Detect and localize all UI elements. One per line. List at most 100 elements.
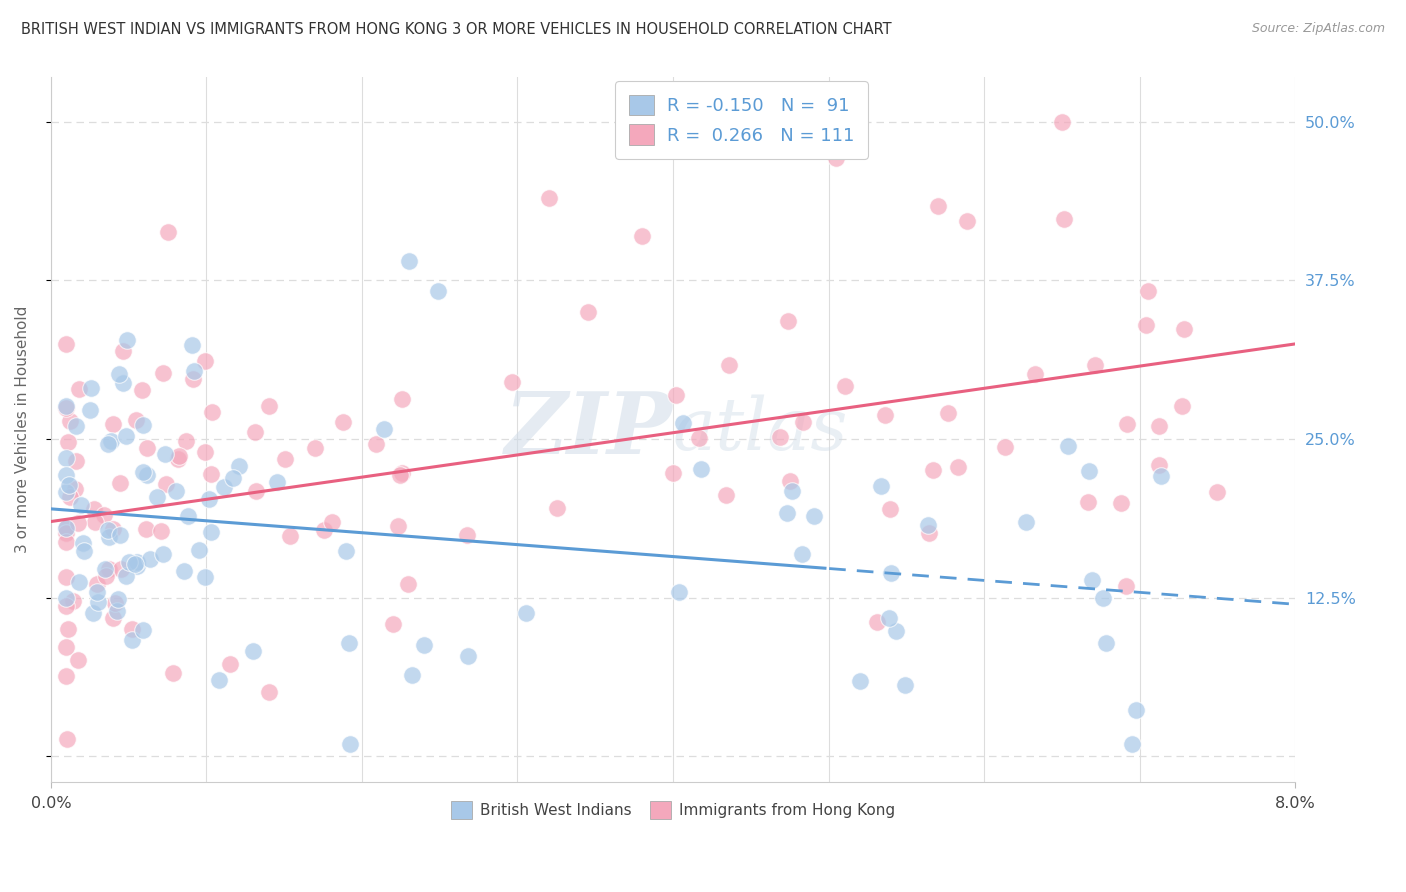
Point (132, 418, 155, 433)
Point (776, 506, 799, 520)
Point (927, 199, 949, 213)
Point (716, 488, 738, 502)
Point (93, 508, 115, 523)
Point (921, 463, 943, 477)
Point (849, 674, 872, 689)
Point (1116, 417, 1139, 431)
Point (688, 432, 710, 446)
Point (79, 403, 101, 417)
Point (1080, 573, 1102, 587)
Point (162, 665, 184, 680)
Point (501, 375, 523, 389)
Point (936, 406, 959, 420)
Point (131, 383, 153, 397)
Point (866, 615, 889, 630)
Point (1092, 591, 1115, 605)
Point (125, 555, 148, 569)
Point (879, 501, 901, 516)
Point (55, 535, 77, 549)
Point (257, 685, 280, 699)
Point (413, 638, 436, 652)
Point (97, 523, 120, 537)
Point (67, 575, 90, 590)
Point (200, 524, 222, 539)
Point (55, 570, 77, 584)
Point (83, 515, 105, 529)
Point (173, 564, 195, 578)
Point (886, 624, 908, 639)
Point (824, 152, 846, 166)
Point (101, 417, 124, 431)
Point (181, 337, 204, 351)
Point (665, 388, 688, 402)
Point (153, 447, 176, 461)
Point (779, 475, 801, 489)
Text: Source: ZipAtlas.com: Source: ZipAtlas.com (1251, 22, 1385, 36)
Point (917, 518, 939, 533)
Point (152, 366, 174, 380)
Point (55, 451, 77, 466)
Point (55, 668, 77, 682)
Point (321, 515, 343, 529)
Text: atlas: atlas (673, 394, 849, 465)
Point (391, 392, 413, 406)
Point (124, 557, 146, 571)
Point (127, 558, 149, 573)
Point (718, 358, 741, 372)
Point (108, 368, 131, 382)
Point (1125, 703, 1147, 717)
Point (157, 226, 180, 240)
Point (55, 468, 77, 483)
Point (278, 529, 301, 543)
Point (332, 415, 354, 429)
Point (792, 547, 814, 561)
Point (662, 466, 685, 480)
Point (222, 471, 245, 485)
Point (97, 562, 120, 576)
Point (55, 401, 77, 415)
Point (65, 419, 87, 434)
Point (1015, 515, 1038, 529)
Point (312, 524, 335, 538)
Point (778, 313, 800, 327)
Point (212, 480, 235, 494)
Point (150, 524, 173, 538)
Point (668, 584, 690, 599)
Point (1024, 367, 1046, 381)
Legend: British West Indians, Immigrants from Hong Kong: British West Indians, Immigrants from Ho… (444, 795, 901, 825)
Point (873, 409, 896, 423)
Point (59, 414, 82, 428)
Point (245, 484, 267, 499)
Point (152, 547, 174, 561)
Text: BRITISH WEST INDIAN VS IMMIGRANTS FROM HONG KONG 3 OR MORE VEHICLES IN HOUSEHOLD: BRITISH WEST INDIAN VS IMMIGRANTS FROM H… (21, 22, 891, 37)
Point (165, 484, 187, 499)
Point (155, 477, 177, 491)
Point (55, 521, 77, 535)
Point (101, 522, 124, 536)
Point (373, 422, 395, 436)
Point (117, 334, 139, 348)
Point (1135, 318, 1157, 333)
Point (55, 526, 77, 541)
Point (111, 344, 134, 359)
Point (66, 653, 89, 667)
Point (55, 640, 77, 654)
Point (1121, 737, 1143, 751)
Point (72, 536, 94, 550)
Point (86, 585, 108, 599)
Point (200, 467, 222, 481)
Point (94, 562, 117, 576)
Point (55, 591, 77, 605)
Point (56, 731, 79, 746)
Point (457, 649, 479, 664)
Point (1115, 579, 1137, 593)
Point (894, 678, 917, 692)
Point (135, 522, 157, 536)
Point (55, 521, 77, 535)
Point (107, 592, 129, 607)
Point (219, 657, 242, 671)
Point (105, 604, 128, 618)
Point (401, 667, 423, 681)
Point (100, 434, 122, 448)
Point (94, 569, 117, 583)
